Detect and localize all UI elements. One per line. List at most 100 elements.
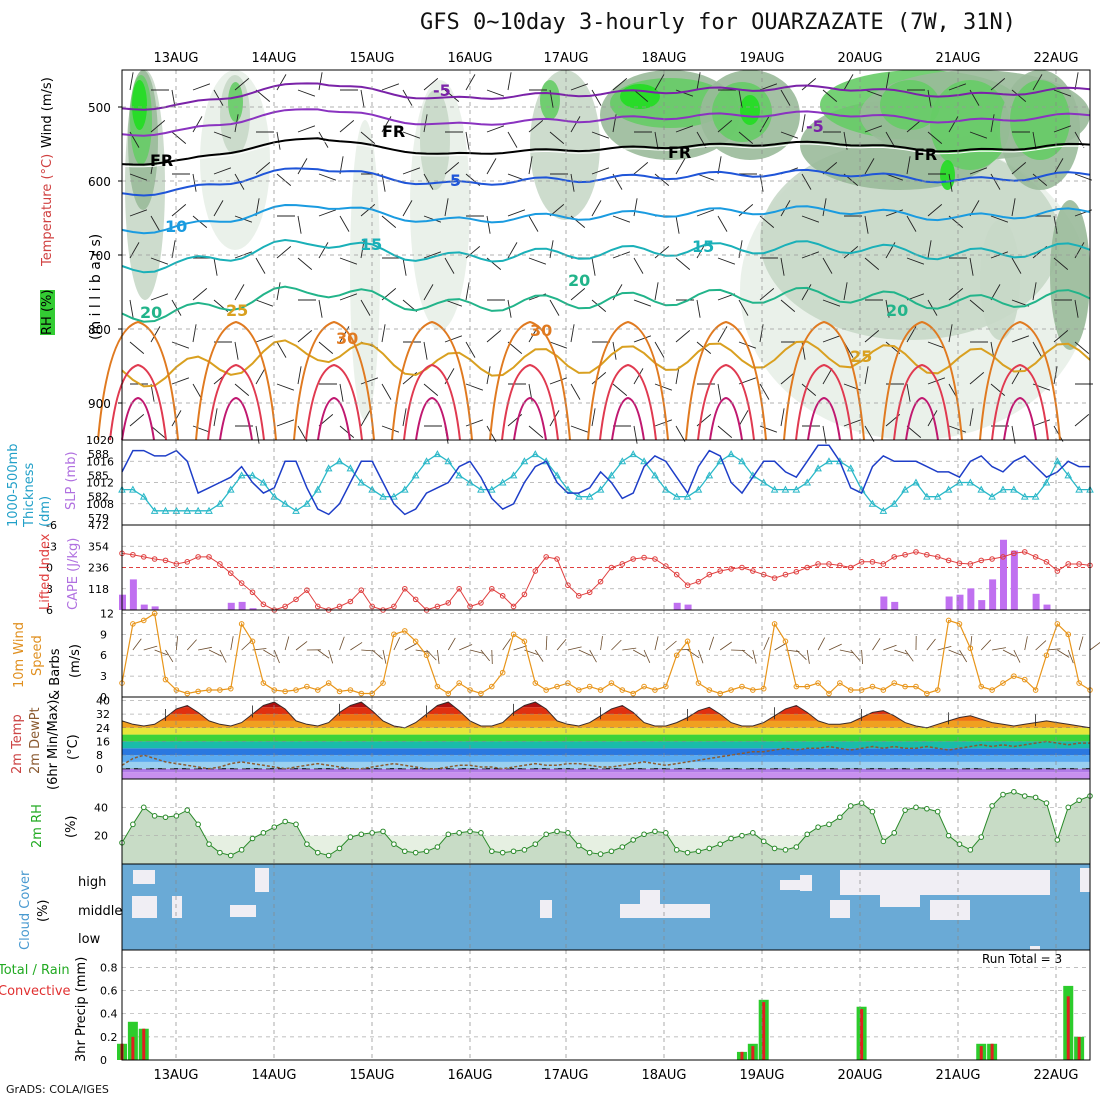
rh-point: [631, 838, 636, 843]
contour-label: 30: [530, 321, 552, 340]
p1-ytick: 600: [88, 175, 111, 189]
cloud-gap: [780, 880, 800, 890]
p4-ytick: 3: [100, 670, 107, 683]
rh-point: [152, 814, 157, 819]
cape-bar: [130, 579, 137, 610]
cloud-row-label: high: [78, 875, 106, 890]
rh-point: [185, 808, 190, 813]
date-label-bottom: 21AUG: [935, 1068, 980, 1083]
rh-point: [228, 853, 233, 858]
cape-bar: [967, 588, 974, 610]
rh-point: [457, 831, 462, 836]
p6-a-label: 2m RH: [30, 804, 45, 848]
rh-point: [555, 829, 560, 834]
rh-point: [674, 848, 679, 853]
p7-a-label: Cloud Cover: [18, 871, 33, 950]
rh-point: [946, 833, 951, 838]
cloud-gap: [930, 900, 970, 920]
date-label-top: 21AUG: [935, 51, 980, 66]
p5-ytick: 32: [96, 708, 110, 721]
rh-point: [761, 839, 766, 844]
rh-point: [566, 831, 571, 836]
cape-bar: [674, 603, 681, 610]
cape-bar: [1011, 551, 1018, 610]
rh-point: [283, 819, 288, 824]
contour-label: 25: [850, 347, 872, 366]
p3-ytick-right: 472: [88, 519, 109, 532]
p8-a-label: 3hr Precip (mm): [74, 957, 89, 1062]
contour-label: 20: [886, 301, 908, 320]
contour-label: 15: [692, 237, 714, 256]
rh-point: [718, 842, 723, 847]
cape-bar: [1033, 594, 1040, 610]
p8-ytick: 0.8: [100, 961, 118, 974]
p4-ytick: 6: [100, 649, 107, 662]
p2-ytick-right: 1012: [86, 477, 114, 490]
rh-point: [207, 842, 212, 847]
wind10m-barb: [492, 650, 493, 664]
rh-point: [261, 831, 266, 836]
p2-ytick-right: 1020: [86, 434, 114, 447]
precip-convective-bar: [1078, 1037, 1081, 1060]
temp-band: [122, 741, 1090, 748]
date-label-bottom: 15AUG: [349, 1068, 394, 1083]
rh-shade-3: [132, 80, 147, 130]
p8-ytick: 0: [100, 1054, 107, 1067]
p5-a-label: 2m Temp: [10, 714, 25, 774]
rh-point: [696, 849, 701, 854]
rh-point: [577, 843, 582, 848]
rh-point: [218, 850, 223, 855]
date-label-top: 15AUG: [349, 51, 394, 66]
p5-ytick: 40: [96, 694, 110, 707]
precip-convective-bar: [142, 1029, 145, 1060]
p8-c-label: Convective: [0, 984, 71, 999]
p1-wind-label: Wind (m/s): [40, 77, 55, 148]
rh-point: [805, 832, 810, 837]
cloud-gap: [840, 870, 1050, 895]
p6-ytick: 40: [94, 801, 108, 814]
rh-point: [1066, 805, 1071, 810]
contour-label: -5: [433, 81, 451, 100]
rh-point: [751, 831, 756, 836]
rh-point: [163, 815, 168, 820]
run-total-label: Run Total = 3: [982, 952, 1062, 966]
p4-a-label: 10m Wind: [12, 622, 27, 688]
p8-ytick: 0.2: [100, 1031, 118, 1044]
cape-bar: [228, 603, 235, 610]
wind10m-barb: [1090, 642, 1100, 650]
date-label-top: 17AUG: [543, 51, 588, 66]
p4-c-label: & Barbs: [48, 648, 63, 700]
p1-mb-label: (m i l l i b a r s): [88, 234, 104, 340]
contour-label: 25: [226, 301, 248, 320]
p1-ytick: 500: [88, 101, 111, 115]
chart-title: GFS 0~10day 3-hourly for OUARZAZATE (7W,…: [420, 10, 1016, 35]
cloud-gap: [230, 905, 256, 917]
rh-point: [294, 822, 299, 827]
rh-point: [239, 848, 244, 853]
date-label-top: 14AUG: [251, 51, 296, 66]
date-label-bottom: 13AUG: [153, 1068, 198, 1083]
rh-point: [250, 836, 255, 841]
cloud-gap: [1080, 868, 1090, 892]
p2-ytick-right: 1016: [86, 455, 114, 468]
rh-point: [489, 849, 494, 854]
rh-point: [881, 839, 886, 844]
rh-point: [305, 842, 310, 847]
rh-point: [935, 809, 940, 814]
date-label-bottom: 14AUG: [251, 1068, 296, 1083]
p7-b-label: (%): [36, 900, 51, 923]
p8-b-label: Total / Rain: [0, 963, 70, 978]
cape-bar: [956, 595, 963, 610]
cape-bar: [891, 602, 898, 610]
rh-point: [827, 822, 832, 827]
contour-label: 5: [450, 171, 461, 190]
date-label-bottom: 18AUG: [641, 1068, 686, 1083]
cloud-gap: [172, 896, 182, 918]
rh-point: [903, 808, 908, 813]
rh-shade-14: [620, 84, 660, 109]
precip-convective-bar: [740, 1052, 743, 1060]
p5-b-label: 2m DewPt: [28, 707, 43, 774]
rh-point: [174, 814, 179, 819]
